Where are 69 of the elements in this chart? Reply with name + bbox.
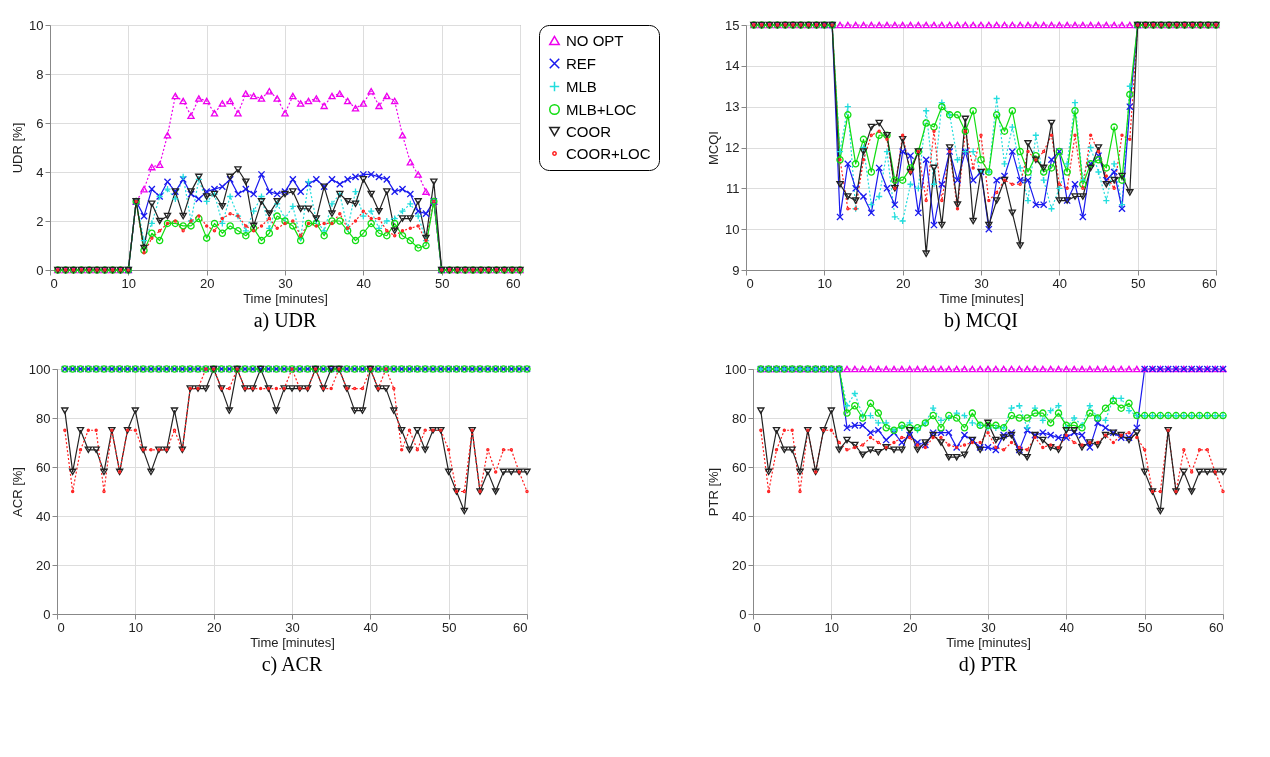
y-tick-label: 0 — [36, 262, 44, 278]
x-tick-label: 30 — [980, 619, 996, 635]
x-tick-label: 40 — [356, 275, 372, 291]
x-tick-label: 50 — [1137, 619, 1152, 635]
x-tick-label: 30 — [973, 275, 989, 291]
x-axis-title: Time [minutes] — [938, 290, 1024, 306]
y-tick-label: 60 — [36, 459, 51, 475]
x-tick-label: 20 — [199, 275, 215, 291]
y-tick-label: 8 — [36, 66, 44, 82]
x-tick-label: 0 — [753, 619, 761, 635]
y-tick-label: 100 — [28, 361, 51, 377]
y-axis-title: PTR [%] — [705, 467, 721, 517]
y-tick-label: 10 — [724, 221, 739, 237]
x-tick-label: 30 — [278, 275, 293, 291]
y-tick-label: 2 — [36, 213, 44, 229]
x-tick-label: 60 — [1208, 619, 1223, 635]
x-tick-label: 50 — [441, 619, 457, 635]
legend-label: MLB+LOC — [566, 100, 637, 118]
y-tick-label: 4 — [36, 164, 44, 180]
x-tick-label: 60 — [506, 275, 521, 291]
text: a) UDR — [253, 309, 318, 332]
x-tick-label: 10 — [128, 619, 144, 635]
x-tick-label: 50 — [434, 275, 450, 291]
y-tick-label: 13 — [724, 99, 739, 115]
x-tick-label: 10 — [824, 619, 839, 635]
text: b) MCQI — [943, 309, 1018, 332]
y-tick-label: 100 — [724, 361, 746, 377]
y-tick-label: 0 — [43, 606, 51, 622]
x-tick-label: 40 — [1052, 275, 1067, 291]
legend-label: MLB — [566, 77, 597, 95]
x-tick-label: 20 — [206, 619, 222, 635]
y-tick-label: 6 — [36, 115, 44, 131]
legend-label: COOR+LOC — [566, 144, 651, 162]
x-tick-label: 40 — [363, 619, 379, 635]
y-tick-label: 14 — [724, 58, 739, 74]
text: d) PTR — [958, 653, 1018, 676]
x-tick-label: 60 — [1201, 275, 1216, 291]
legend-label: NO OPT — [566, 31, 624, 49]
x-tick-label: 40 — [1059, 619, 1074, 635]
x-tick-label: 10 — [817, 275, 832, 291]
x-tick-label: 60 — [513, 619, 528, 635]
x-tick-label: 10 — [121, 275, 137, 291]
x-tick-label: 20 — [895, 275, 910, 291]
y-tick-label: 11 — [725, 180, 739, 196]
y-tick-label: 15 — [724, 17, 739, 33]
y-tick-label: 20 — [731, 557, 746, 573]
x-axis-title: Time [minutes] — [945, 634, 1031, 650]
y-tick-label: 12 — [724, 140, 739, 155]
y-tick-label: 9 — [731, 262, 739, 278]
legend-label: REF — [566, 54, 596, 72]
y-tick-label: 40 — [731, 508, 746, 524]
y-axis-title: UDR [%] — [10, 122, 26, 174]
y-axis-title: ACR [%] — [9, 467, 25, 517]
y-axis-title: MCQI — [705, 131, 721, 165]
x-tick-label: 30 — [285, 619, 300, 635]
x-tick-label: 50 — [1130, 275, 1145, 291]
y-tick-label: 80 — [731, 410, 746, 426]
y-tick-label: 20 — [36, 557, 51, 573]
y-tick-label: 40 — [36, 508, 51, 524]
x-axis-title: Time [minutes] — [250, 634, 335, 650]
x-tick-label: 0 — [57, 619, 65, 635]
y-tick-label: 60 — [731, 459, 746, 475]
text: c) ACR — [261, 653, 323, 676]
y-tick-label: 0 — [738, 606, 746, 622]
y-tick-label: 80 — [36, 410, 51, 426]
x-axis-title: Time [minutes] — [243, 290, 328, 306]
legend-label: COOR — [566, 122, 612, 140]
x-tick-label: 20 — [902, 619, 917, 635]
y-tick-label: 10 — [29, 17, 44, 33]
